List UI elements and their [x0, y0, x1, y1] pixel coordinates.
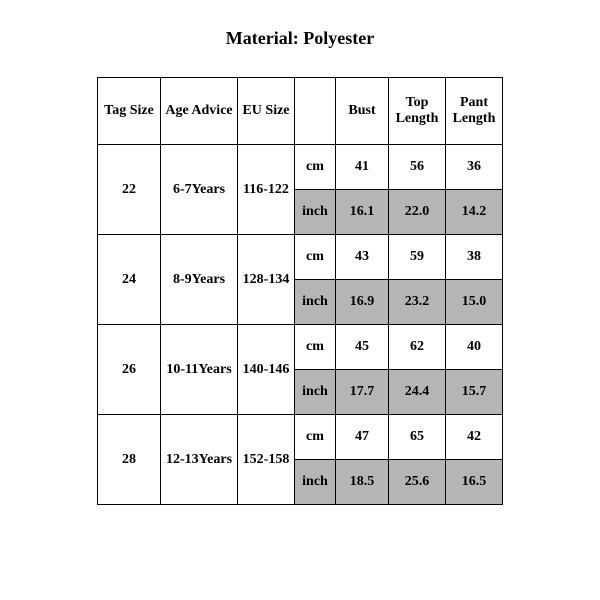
col-pant-length: Pant Length [446, 78, 503, 145]
col-bust: Bust [336, 78, 389, 145]
col-tag-size: Tag Size [98, 78, 161, 145]
table-row: 28 12-13Years 152-158 cm 47 65 42 [98, 415, 503, 460]
cell-bust-inch: 16.9 [336, 280, 389, 325]
cell-unit-cm: cm [295, 415, 336, 460]
cell-pant-inch: 14.2 [446, 190, 503, 235]
table-row: 26 10-11Years 140-146 cm 45 62 40 [98, 325, 503, 370]
cell-top-inch: 22.0 [389, 190, 446, 235]
cell-bust-cm: 41 [336, 145, 389, 190]
cell-top-inch: 25.6 [389, 460, 446, 505]
cell-unit-cm: cm [295, 325, 336, 370]
cell-top-cm: 59 [389, 235, 446, 280]
cell-tag: 22 [98, 145, 161, 235]
cell-bust-inch: 16.1 [336, 190, 389, 235]
cell-pant-inch: 15.7 [446, 370, 503, 415]
table-header-row: Tag Size Age Advice EU Size Bust Top Len… [98, 78, 503, 145]
cell-eu: 128-134 [238, 235, 295, 325]
cell-age: 12-13Years [161, 415, 238, 505]
cell-tag: 26 [98, 325, 161, 415]
cell-top-inch: 23.2 [389, 280, 446, 325]
cell-bust-inch: 17.7 [336, 370, 389, 415]
col-top-length: Top Length [389, 78, 446, 145]
cell-top-cm: 56 [389, 145, 446, 190]
cell-pant-cm: 36 [446, 145, 503, 190]
col-eu-size: EU Size [238, 78, 295, 145]
cell-top-inch: 24.4 [389, 370, 446, 415]
cell-bust-inch: 18.5 [336, 460, 389, 505]
cell-unit-cm: cm [295, 145, 336, 190]
cell-eu: 140-146 [238, 325, 295, 415]
table-row: 22 6-7Years 116-122 cm 41 56 36 [98, 145, 503, 190]
table-row: 24 8-9Years 128-134 cm 43 59 38 [98, 235, 503, 280]
cell-unit-inch: inch [295, 460, 336, 505]
cell-eu: 116-122 [238, 145, 295, 235]
cell-pant-cm: 38 [446, 235, 503, 280]
cell-pant-inch: 16.5 [446, 460, 503, 505]
cell-pant-cm: 42 [446, 415, 503, 460]
page: Material: Polyester Tag Size Age Advice … [0, 0, 600, 600]
cell-top-cm: 62 [389, 325, 446, 370]
cell-eu: 152-158 [238, 415, 295, 505]
col-age-advice: Age Advice [161, 78, 238, 145]
cell-age: 8-9Years [161, 235, 238, 325]
cell-age: 10-11Years [161, 325, 238, 415]
cell-unit-inch: inch [295, 190, 336, 235]
page-title: Material: Polyester [0, 28, 600, 49]
cell-unit-cm: cm [295, 235, 336, 280]
cell-unit-inch: inch [295, 280, 336, 325]
cell-bust-cm: 47 [336, 415, 389, 460]
cell-tag: 28 [98, 415, 161, 505]
cell-pant-inch: 15.0 [446, 280, 503, 325]
cell-bust-cm: 43 [336, 235, 389, 280]
cell-pant-cm: 40 [446, 325, 503, 370]
cell-bust-cm: 45 [336, 325, 389, 370]
cell-age: 6-7Years [161, 145, 238, 235]
cell-tag: 24 [98, 235, 161, 325]
size-table: Tag Size Age Advice EU Size Bust Top Len… [97, 77, 503, 505]
col-unit [295, 78, 336, 145]
cell-top-cm: 65 [389, 415, 446, 460]
cell-unit-inch: inch [295, 370, 336, 415]
